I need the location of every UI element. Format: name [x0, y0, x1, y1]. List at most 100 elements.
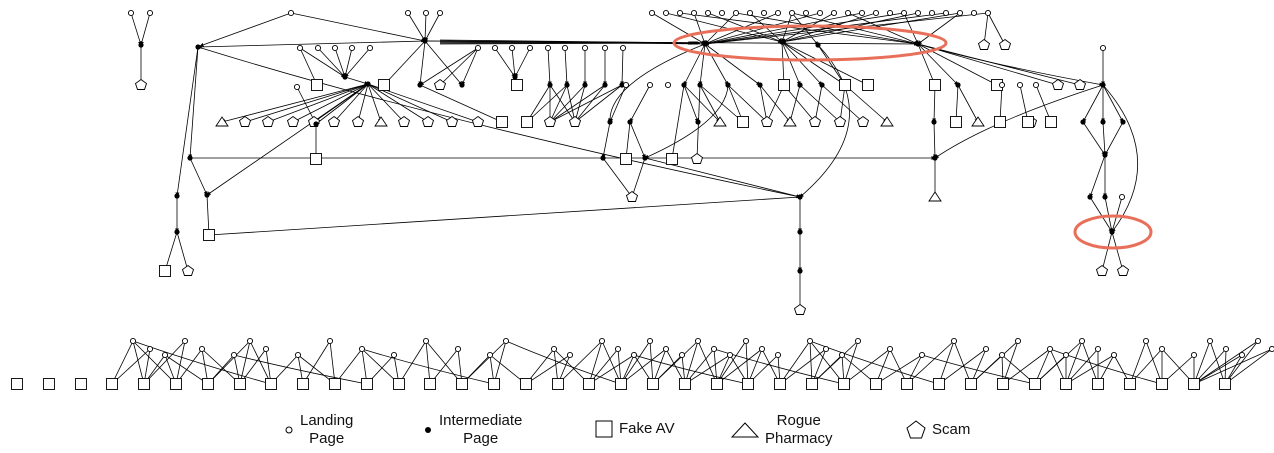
- fake-av-node: [203, 229, 215, 241]
- redirect-edge: [201, 348, 241, 385]
- landing-page-node: [648, 9, 656, 17]
- redirect-edge: [425, 340, 432, 385]
- landing-page-node: [581, 44, 589, 52]
- fake-av-node: [929, 79, 941, 91]
- intermediate-page-node: [757, 82, 763, 88]
- redirect-edge: [132, 340, 177, 385]
- scam-node: [261, 115, 275, 127]
- landing-page-node: [806, 337, 814, 345]
- redirect-edge: [1019, 84, 1030, 123]
- redirect-edge: [713, 348, 845, 386]
- intermediate-page-node: [417, 82, 423, 88]
- landing-page-node: [942, 9, 950, 17]
- redirect-edge: [779, 348, 827, 385]
- redirect-edge: [906, 340, 955, 385]
- redirect-edge: [970, 340, 1019, 385]
- legend-landing-label: Landing Page: [300, 412, 354, 447]
- landing-page-node: [486, 351, 494, 359]
- redirect-edge: [809, 340, 845, 385]
- landing-page-icon: [285, 426, 293, 434]
- redirect-edge: [176, 231, 189, 272]
- fake-av-node: [1092, 378, 1104, 390]
- fake-av-node: [106, 378, 118, 390]
- scam-node: [327, 115, 341, 127]
- landing-page-node: [129, 337, 137, 345]
- legend-intermediate-label: Intermediate Page: [439, 412, 523, 447]
- redirect-edge: [418, 40, 426, 86]
- fake-av-node: [839, 79, 851, 91]
- redirect-edge: [684, 354, 731, 385]
- redirect-edge: [698, 43, 706, 86]
- fake-av-node: [1029, 378, 1041, 390]
- fake-av-node: [1124, 378, 1136, 390]
- redirect-edge: [1089, 196, 1113, 233]
- redirect-edge: [424, 40, 919, 46]
- rogue-pharmacy-node: [783, 116, 797, 127]
- rogue-pharmacy-node: [374, 116, 388, 127]
- landing-page-node: [436, 9, 444, 17]
- redirect-edge: [367, 83, 429, 123]
- redirect-edge: [174, 340, 186, 385]
- fake-av-node: [521, 116, 533, 128]
- landing-page-node: [998, 81, 1006, 89]
- redirect-edge: [716, 348, 763, 385]
- scam-node: [433, 78, 447, 90]
- redirect-edge: [652, 340, 699, 385]
- landing-page-node: [802, 9, 810, 17]
- landing-page-node: [914, 9, 922, 17]
- fake-av-node: [711, 378, 723, 390]
- intermediate-page-node: [702, 41, 708, 47]
- redirect-edge: [1193, 348, 1273, 385]
- redirect-edge: [549, 84, 576, 123]
- redirect-edge: [267, 83, 369, 123]
- landing-page-node: [1206, 337, 1214, 345]
- redirect-edge: [344, 47, 371, 78]
- redirect-edge: [206, 83, 369, 196]
- scam-node: [351, 115, 365, 127]
- intermediate-page-node: [931, 119, 937, 125]
- landing-page-node: [619, 44, 627, 52]
- redirect-edge: [704, 12, 989, 46]
- redirect-edge: [917, 12, 961, 45]
- redirect-edge: [514, 47, 531, 78]
- fake-av-node: [666, 153, 678, 165]
- landing-page-node: [1158, 345, 1166, 353]
- redirect-edge: [1104, 196, 1114, 233]
- redirect-edge: [766, 84, 785, 123]
- redirect-edge: [1100, 231, 1113, 272]
- landing-page-node: [331, 44, 339, 52]
- redirect-edge: [197, 40, 426, 49]
- redirect-edge: [130, 12, 142, 46]
- landing-page-node: [758, 345, 766, 353]
- redirect-edge: [489, 354, 527, 385]
- fake-av-node: [1045, 116, 1057, 128]
- redirect-edge: [505, 340, 622, 385]
- redirect-edge: [1035, 84, 1052, 123]
- redirect-edge: [1002, 348, 1051, 385]
- scam-node: [568, 115, 582, 127]
- intermediate-page-node: [915, 41, 921, 47]
- fake-av-node: [488, 378, 500, 390]
- landing-page-node: [404, 9, 412, 17]
- redirect-edge: [207, 340, 251, 385]
- redirect-edge: [1145, 340, 1163, 385]
- landing-page-node: [928, 9, 936, 17]
- scam-node: [134, 78, 148, 90]
- redirect-edge: [199, 12, 292, 47]
- fake-av-node: [806, 378, 818, 390]
- landing-page-node: [984, 9, 992, 17]
- landing-page-node: [544, 44, 552, 52]
- landing-page-node: [550, 345, 558, 353]
- scam-node: [998, 38, 1012, 50]
- landing-page-node: [1268, 345, 1274, 353]
- fake-av-node: [774, 378, 786, 390]
- legend-fakeav-label: Fake AV: [619, 420, 675, 437]
- redirect-edge: [1193, 340, 1211, 385]
- scam-node: [238, 115, 252, 127]
- redirect-edge: [699, 84, 721, 123]
- redirect-edge: [629, 84, 651, 123]
- redirect-edge: [1081, 340, 1099, 385]
- legend-rogue-pharmacy: Rogue Pharmacy: [731, 412, 833, 448]
- landing-page-node: [127, 9, 135, 17]
- redirect-edge: [759, 84, 769, 123]
